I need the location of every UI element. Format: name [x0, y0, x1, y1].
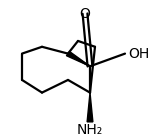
Text: O: O [80, 7, 90, 21]
Text: OH: OH [128, 47, 149, 61]
Text: NH₂: NH₂ [77, 123, 103, 137]
Polygon shape [87, 93, 93, 122]
Polygon shape [66, 52, 90, 66]
